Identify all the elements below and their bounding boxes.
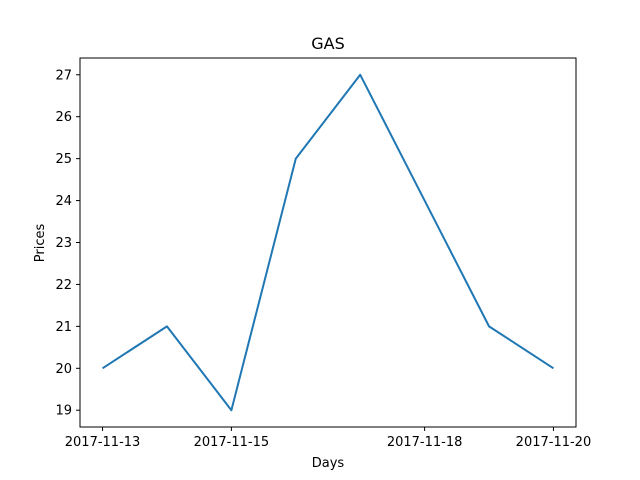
x-tick-label: 2017-11-15 [194, 435, 270, 450]
y-tick-label: 24 [55, 194, 72, 209]
chart-title: GAS [311, 34, 345, 53]
y-tick-label: 26 [55, 110, 72, 125]
plot-area-frame [79, 57, 577, 428]
x-tick-label: 2017-11-13 [65, 435, 141, 450]
x-tick-label: 2017-11-20 [516, 435, 592, 450]
y-tick-label: 21 [55, 320, 72, 335]
y-tick-label: 27 [55, 68, 72, 83]
y-tick-label: 19 [55, 404, 72, 419]
y-tick-label: 25 [55, 152, 72, 167]
x-axis-label: Days [312, 456, 345, 471]
y-tick-label: 20 [55, 362, 72, 377]
y-axis: 19 20 21 22 23 24 25 26 27 [55, 68, 80, 419]
series-group [102, 73, 554, 412]
y-tick-label: 23 [55, 236, 72, 251]
series-line [102, 73, 554, 412]
x-tick-label: 2017-11-18 [387, 435, 463, 450]
x-axis: 2017-11-13 2017-11-15 2017-11-18 2017-11-20 [65, 427, 591, 450]
y-axis-label: Prices [33, 224, 48, 263]
y-tick-label: 22 [55, 278, 72, 293]
